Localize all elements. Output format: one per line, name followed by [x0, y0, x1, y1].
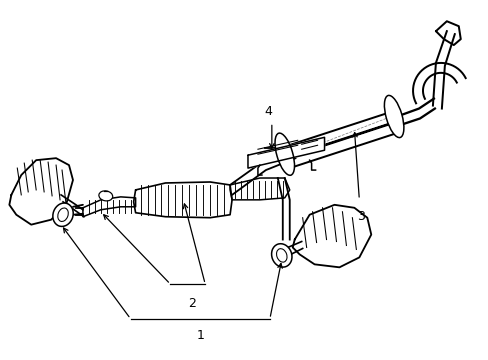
Ellipse shape — [58, 208, 68, 221]
Ellipse shape — [99, 191, 112, 201]
Polygon shape — [230, 178, 289, 200]
Polygon shape — [292, 205, 370, 267]
Ellipse shape — [271, 244, 291, 267]
Text: 4: 4 — [264, 105, 271, 118]
Ellipse shape — [53, 203, 73, 226]
Polygon shape — [279, 113, 398, 168]
Ellipse shape — [274, 133, 294, 175]
Polygon shape — [9, 158, 73, 225]
Ellipse shape — [384, 95, 403, 138]
Ellipse shape — [276, 249, 286, 262]
Text: 1: 1 — [196, 329, 204, 342]
Text: 2: 2 — [188, 297, 196, 310]
Polygon shape — [247, 137, 324, 168]
Text: 3: 3 — [357, 210, 365, 223]
Polygon shape — [133, 182, 232, 218]
Polygon shape — [83, 197, 135, 217]
